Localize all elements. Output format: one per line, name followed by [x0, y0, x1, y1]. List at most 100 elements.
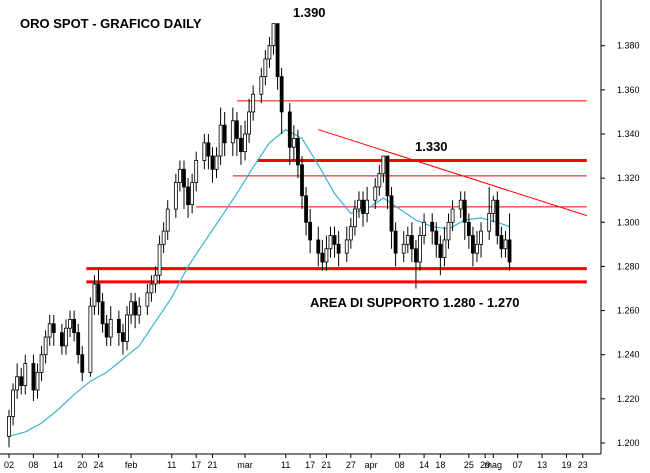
reference-lines: [86, 100, 588, 284]
x-tick-label: 11: [167, 460, 176, 470]
candle-body: [499, 235, 504, 250]
candle-body: [153, 274, 158, 285]
candle-body: [11, 389, 15, 417]
candle-body: [239, 138, 243, 153]
candle: [438, 235, 443, 276]
candle-body: [186, 186, 190, 206]
candle-body: [385, 155, 390, 197]
candle: [15, 363, 20, 399]
candle-body: [418, 235, 422, 263]
candle-body: [438, 243, 443, 258]
candle: [202, 134, 207, 170]
candle: [80, 345, 85, 382]
x-tick-label: feb: [125, 460, 138, 470]
candle-body: [287, 111, 292, 148]
candle: [214, 147, 219, 179]
candle: [251, 85, 256, 121]
y-tick-label: 1.260: [617, 306, 640, 316]
candle: [373, 178, 378, 210]
candle-body: [243, 133, 247, 153]
candle-body: [161, 230, 166, 245]
x-tick-label: 21: [321, 460, 331, 470]
candle-body: [39, 354, 44, 373]
candle-body: [64, 327, 68, 347]
candle: [100, 292, 105, 333]
candle-body: [23, 363, 28, 386]
candle: [405, 226, 410, 254]
candle-body: [178, 168, 182, 183]
x-tick-label: 25: [464, 460, 474, 470]
candle-body: [393, 230, 398, 254]
candle-body: [35, 371, 40, 391]
y-tick-label: 1.360: [617, 85, 640, 95]
candle: [153, 266, 158, 293]
candle: [291, 125, 296, 161]
candle: [487, 186, 492, 240]
candle: [263, 50, 268, 86]
candle: [430, 213, 435, 245]
candle: [475, 231, 479, 262]
candle: [178, 160, 182, 192]
candle: [479, 222, 483, 258]
candle: [133, 292, 138, 329]
candle: [328, 226, 333, 258]
candle: [471, 226, 475, 267]
candle-body: [414, 248, 418, 263]
candle-body: [271, 23, 276, 47]
candle: [450, 200, 455, 232]
candle: [35, 363, 40, 399]
candle-body: [51, 323, 56, 334]
x-tick-label: 21: [207, 460, 217, 470]
candle: [418, 226, 422, 271]
moving-average: [8, 128, 510, 437]
candle: [361, 191, 365, 227]
candle-body: [450, 208, 455, 223]
x-tick-label: 14: [53, 460, 63, 470]
candle-body: [275, 23, 280, 78]
x-tick-label: 27: [346, 460, 356, 470]
candle-body: [234, 120, 239, 139]
candle-body: [471, 235, 475, 254]
candle: [173, 173, 178, 218]
y-tick-label: 1.220: [617, 394, 640, 404]
x-tick-label: 14: [419, 460, 429, 470]
trendline: [318, 129, 588, 217]
candle: [259, 67, 264, 104]
x-tick-label: 19: [562, 460, 572, 470]
candle-body: [210, 155, 215, 170]
candle-body: [487, 213, 492, 232]
candle-body: [267, 45, 272, 60]
candle-body: [442, 239, 447, 258]
candle-body: [365, 199, 370, 214]
candle-body: [336, 243, 341, 254]
x-tick-label: 24: [94, 460, 104, 470]
candle: [206, 134, 211, 170]
candle: [72, 310, 77, 342]
candle-body: [7, 416, 11, 437]
candle: [64, 319, 68, 355]
candle: [385, 155, 390, 210]
x-tick-label: 23: [578, 460, 588, 470]
candle-body: [218, 124, 223, 157]
candle: [129, 292, 133, 324]
candle: [51, 314, 56, 346]
candle: [31, 354, 36, 402]
candle: [104, 314, 109, 346]
candle: [60, 323, 64, 355]
y-tick-label: 1.340: [617, 129, 640, 139]
candle: [218, 107, 223, 165]
candle-body: [230, 120, 235, 144]
candle: [247, 98, 251, 143]
candle: [11, 383, 15, 426]
annotation-high-mid: 1.330: [415, 139, 448, 154]
candles: [7, 23, 512, 448]
candle: [287, 103, 292, 165]
candle: [96, 268, 101, 315]
candle: [353, 200, 357, 236]
candle-body: [479, 230, 483, 245]
candle: [462, 191, 467, 240]
x-tick-label: 08: [28, 460, 38, 470]
x-tick-label: 20: [77, 460, 87, 470]
candle-body: [157, 243, 162, 276]
candle: [466, 213, 471, 249]
